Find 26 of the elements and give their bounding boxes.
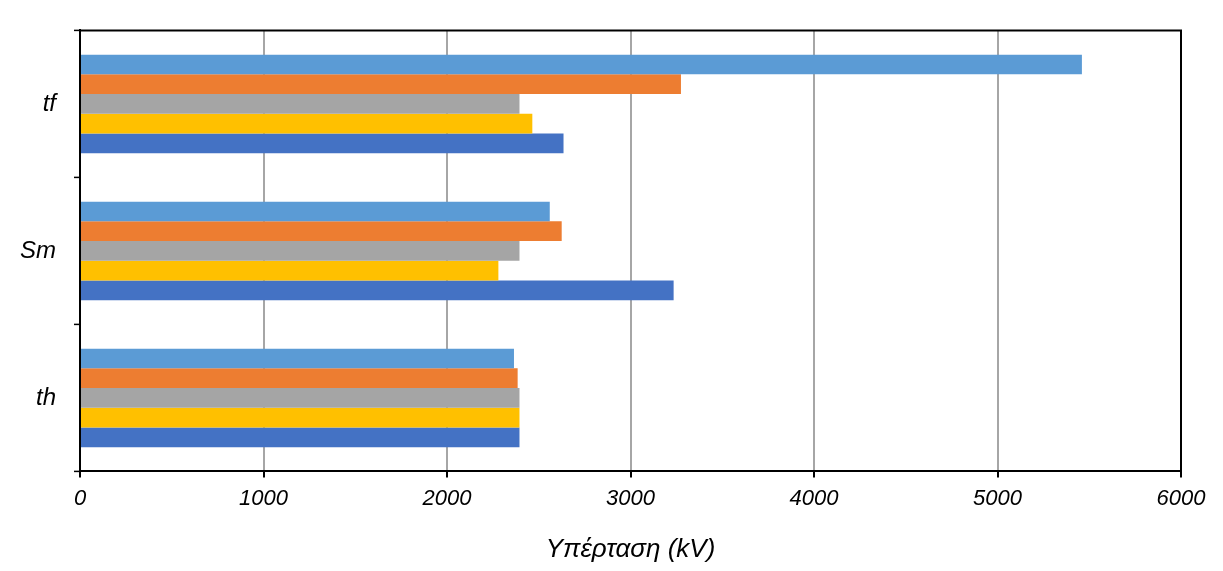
bar: [81, 388, 520, 408]
y-tick-label: Sm: [20, 235, 56, 263]
bar: [81, 74, 681, 95]
x-tick-label: 2000: [421, 484, 473, 510]
x-tick-label: 3000: [606, 484, 656, 510]
y-tick-label: th: [35, 382, 56, 410]
bar: [81, 368, 518, 389]
x-tick-label: 6000: [1156, 484, 1207, 510]
bar: [81, 407, 520, 428]
x-tick-label: 4000: [789, 484, 840, 510]
x-tick-label: 1000: [239, 484, 289, 510]
bar: [81, 133, 564, 154]
bar: [81, 113, 533, 134]
bar: [81, 221, 562, 242]
bar: [81, 54, 1082, 75]
bar: [81, 94, 520, 114]
bar: [81, 260, 499, 281]
x-tick-label: 0: [73, 484, 87, 510]
bar: [81, 280, 674, 301]
bar: [81, 241, 520, 261]
y-tick-label: tf: [42, 88, 59, 116]
x-tick-label: 5000: [973, 484, 1023, 510]
bar: [81, 427, 520, 448]
bar: [81, 201, 550, 222]
bar: [81, 348, 514, 369]
x-axis-title: Υπέρταση (kV): [545, 532, 716, 563]
